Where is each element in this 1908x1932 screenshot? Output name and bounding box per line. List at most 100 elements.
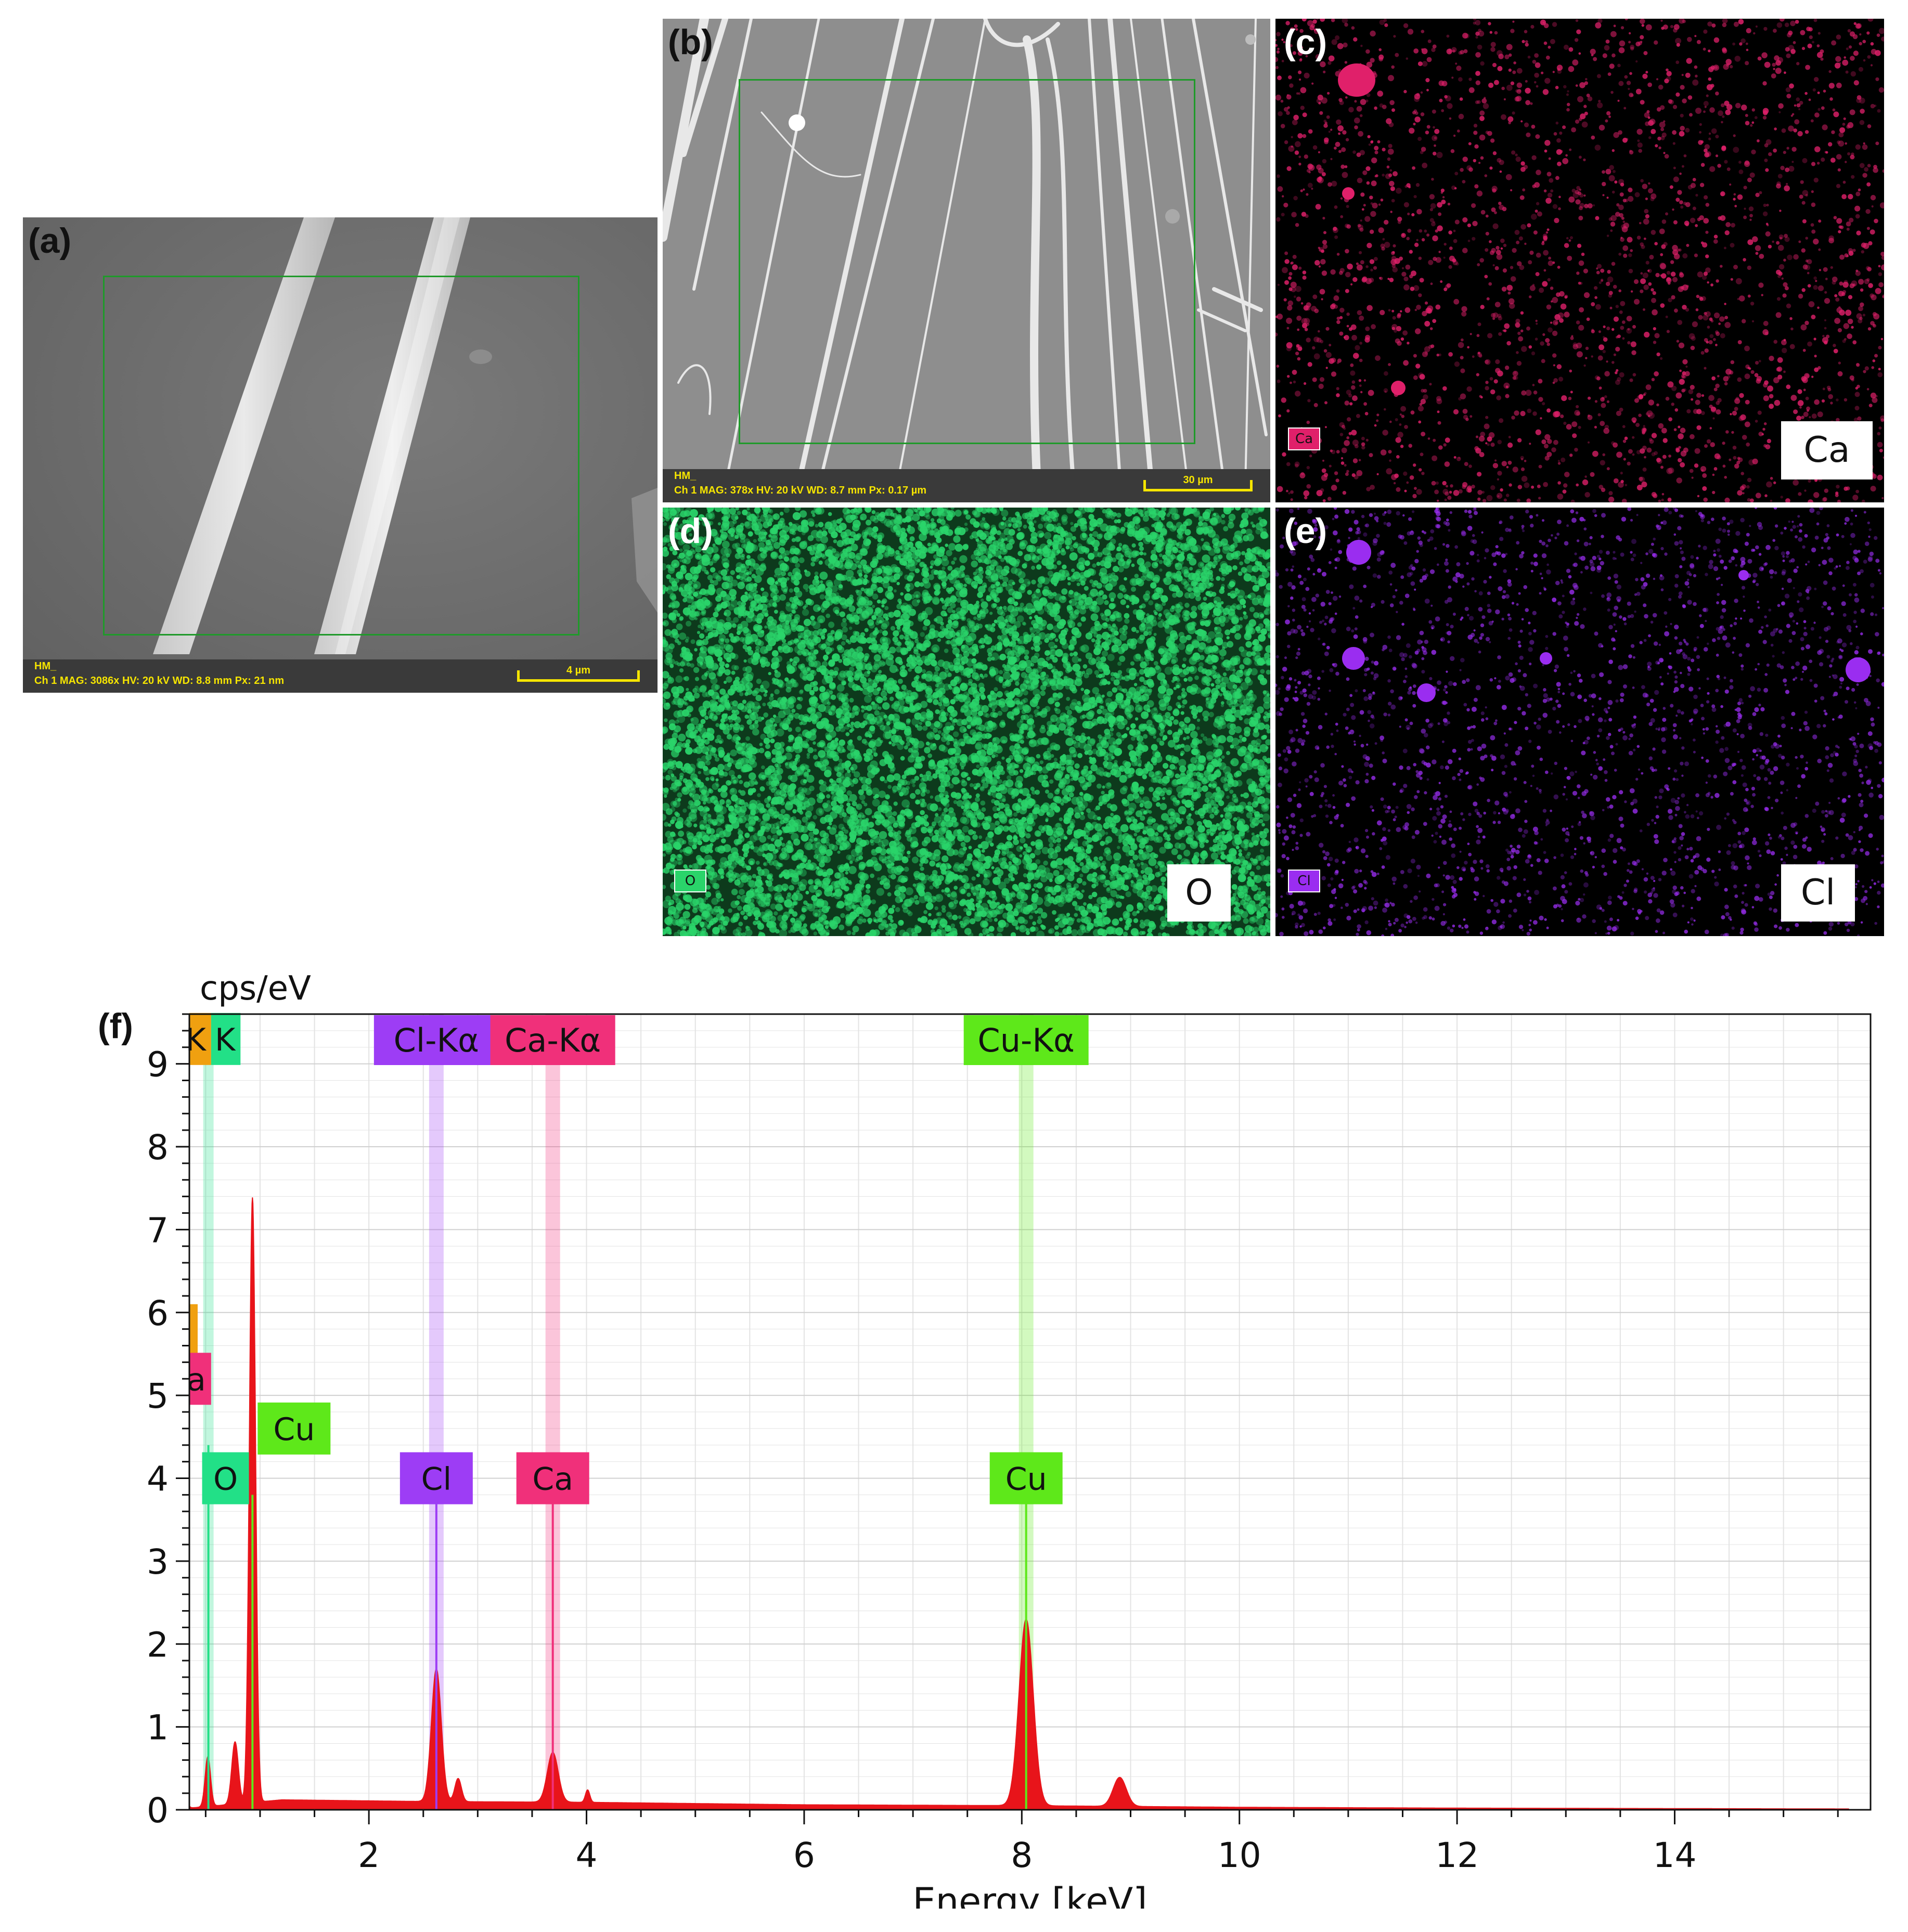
- cl-particle: [1342, 647, 1365, 670]
- edge-label-bg: [189, 1013, 211, 1065]
- map-legend-chip-c: Ca: [1288, 427, 1320, 450]
- y-axis: [176, 1013, 189, 1811]
- sem-info-bottom-a: Ch 1 MAG: 3086x HV: 20 kV WD: 8.8 mm Px:…: [34, 675, 285, 686]
- sem-info-top-a: HM_: [34, 660, 57, 672]
- k-alpha-label: Cu-Kα: [963, 1015, 1089, 1065]
- y-tick-label: 3: [147, 1542, 169, 1582]
- element-label-bg: [202, 1452, 249, 1505]
- y-tick-label: 2: [147, 1625, 169, 1665]
- roi-rectangle-a: [103, 276, 579, 636]
- panel-label-c: (c): [1284, 22, 1327, 62]
- eds-map-panel-c: (c) Ca Ca: [1275, 19, 1884, 502]
- cl-particle: [1846, 657, 1871, 682]
- k-alpha-label-text: Ca-Kα: [505, 1021, 601, 1059]
- map-legend-chip-d: O: [674, 870, 706, 892]
- k-alpha-label: Cl-Kα: [373, 1015, 499, 1065]
- sem-image-b: [663, 19, 1270, 502]
- x-tick-label: 12: [1435, 1835, 1479, 1875]
- edge-label-text: K: [215, 1022, 236, 1058]
- map-speckle: [1275, 19, 1884, 502]
- edge-label-bg: [211, 1013, 241, 1065]
- map-speckle: [663, 508, 1270, 936]
- scale-bar-a: 4 µm: [517, 665, 640, 682]
- scale-label-a: 4 µm: [566, 665, 590, 676]
- ca-particle: [1391, 381, 1406, 395]
- x-axis-label: Energy [keV]: [913, 1880, 1148, 1909]
- y-tick-label: 6: [147, 1293, 169, 1333]
- x-axis: [204, 1810, 1839, 1824]
- element-label-bg: [516, 1452, 589, 1505]
- map-speckle: [1275, 508, 1884, 936]
- ca-map-image: [1275, 19, 1884, 502]
- element-label-bg: [399, 1452, 473, 1505]
- x-tick-label: 8: [1011, 1835, 1033, 1875]
- k-alpha-label-bg: [963, 1015, 1089, 1065]
- sem-panel-a: (a) HM_ Ch 1 MAG: 3086x HV: 20 kV WD: 8.…: [23, 217, 658, 693]
- element-label-bg: [257, 1402, 331, 1455]
- element-label-box-c: Ca: [1781, 421, 1873, 479]
- sem-info-bottom-b: Ch 1 MAG: 378x HV: 20 kV WD: 8.7 mm Px: …: [674, 485, 927, 496]
- x-tick-label: 6: [793, 1835, 815, 1875]
- sem-info-bar-b: HM_ Ch 1 MAG: 378x HV: 20 kV WD: 8.7 mm …: [663, 469, 1270, 502]
- element-label-text: Cu: [1005, 1461, 1047, 1498]
- panel-label-d: (d): [668, 511, 713, 551]
- panel-label-a: (a): [28, 221, 72, 261]
- scale-bar-b: 30 µm: [1143, 474, 1253, 491]
- element-label-bg: [989, 1452, 1063, 1505]
- y-tick-label: 5: [147, 1376, 169, 1416]
- sem-info-bar-a: HM_ Ch 1 MAG: 3086x HV: 20 kV WD: 8.8 mm…: [23, 659, 658, 693]
- panel-label-f: (f): [98, 1006, 133, 1046]
- cl-particle: [1417, 683, 1436, 702]
- edge-label: K: [211, 1013, 241, 1065]
- element-label-ca: Ca: [516, 1452, 589, 1505]
- element-label-o: O: [202, 1452, 249, 1505]
- y-tick-label: 0: [147, 1791, 169, 1831]
- x-tick-label: 4: [576, 1835, 598, 1875]
- element-label-box-d: O: [1167, 864, 1231, 922]
- sem-panel-b: (b) HM_ Ch 1 MAG: 378x HV: 20 kV WD: 8.7…: [663, 19, 1270, 502]
- roi-rectangle-b: [739, 79, 1195, 444]
- element-label-text: Ca: [532, 1461, 573, 1498]
- cl-particle: [1540, 652, 1552, 665]
- panel-label-b: (b): [668, 22, 713, 62]
- spectrum-trace: [189, 1197, 1850, 1810]
- y-tick-label: 8: [147, 1127, 169, 1168]
- eds-map-panel-d: (d) O O: [663, 508, 1270, 936]
- element-label-cl: Cl: [399, 1452, 473, 1505]
- edge-label: a: [187, 1353, 211, 1405]
- eds-map-panel-e: (e) Cl Cl: [1275, 508, 1884, 936]
- element-label-text: Cl: [421, 1461, 452, 1498]
- y-axis-label: cps/eV: [200, 973, 311, 1008]
- y-tick-label: 4: [147, 1459, 169, 1499]
- x-tick-label: 14: [1653, 1835, 1696, 1875]
- k-alpha-label: Ca-Kα: [490, 1015, 615, 1065]
- map-legend-chip-e: Cl: [1288, 870, 1320, 892]
- cl-particle: [1738, 570, 1749, 580]
- x-tick-label: 2: [358, 1835, 380, 1875]
- x-tick-label: 10: [1218, 1835, 1261, 1875]
- y-tick-label: 7: [147, 1210, 169, 1250]
- panel-label-e: (e): [1284, 511, 1327, 551]
- element-label-cu: Cu: [257, 1402, 331, 1455]
- o-band: [203, 1014, 214, 1810]
- element-label-text: O: [213, 1461, 238, 1498]
- edge-label: K: [185, 1013, 211, 1065]
- element-label-text: Cu: [273, 1411, 315, 1448]
- k-alpha-label-text: Cl-Kα: [394, 1021, 479, 1059]
- element-label-box-e: Cl: [1781, 864, 1855, 922]
- ca-particle: [1338, 63, 1375, 97]
- cl-particle: [1346, 540, 1371, 565]
- sem-info-top-b: HM_: [674, 470, 697, 482]
- y-tick-label: 1: [147, 1708, 169, 1748]
- y-tick-label: 9: [147, 1045, 169, 1085]
- element-label-cu: Cu: [989, 1452, 1063, 1505]
- scale-label-b: 30 µm: [1183, 474, 1213, 486]
- k-alpha-label-bg: [373, 1015, 499, 1065]
- o-map-image: [663, 508, 1270, 936]
- k-alpha-label-text: Cu-Kα: [977, 1021, 1074, 1059]
- cl-map-image: [1275, 508, 1884, 936]
- edge-label-bg: [189, 1353, 211, 1405]
- k-alpha-label-bg: [490, 1015, 615, 1065]
- sem-image-a: [23, 217, 658, 693]
